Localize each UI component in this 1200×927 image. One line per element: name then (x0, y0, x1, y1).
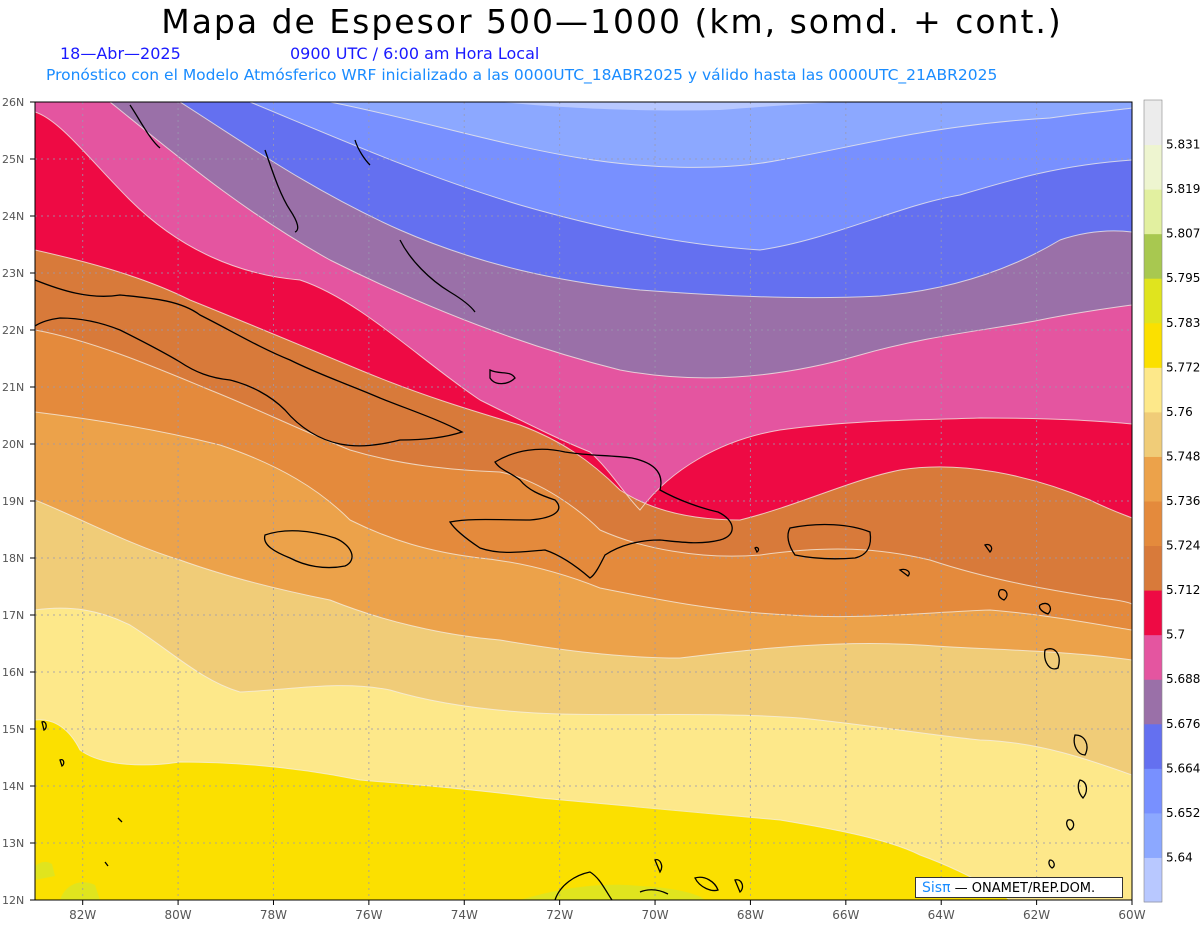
lat-label: 14N (2, 780, 24, 793)
contour-lines (35, 102, 1132, 900)
lat-label: 17N (2, 609, 24, 622)
colorbar-swatch (1144, 501, 1162, 547)
lon-label: 72W (546, 908, 573, 922)
colorbar-label: 5.736 (1166, 494, 1200, 508)
valid-time: 0900 UTC / 6:00 am Hora Local (290, 44, 540, 63)
colorbar-label: 5.783 (1166, 316, 1200, 330)
colorbar-swatch (1144, 634, 1162, 680)
colorbar-frame (1143, 99, 1163, 903)
lon-label: 78W (260, 908, 287, 922)
colorbar-label: 5.795 (1166, 271, 1200, 285)
colorbar-label: 5.819 (1166, 182, 1200, 196)
lon-label: 60W (1118, 908, 1145, 922)
lat-label: 13N (2, 837, 24, 850)
colorbar-swatch (1144, 456, 1162, 502)
lon-label: 62W (1023, 908, 1050, 922)
lat-label: 20N (2, 438, 24, 451)
colorbar-swatch (1144, 679, 1162, 725)
colorbar-swatch (1144, 545, 1162, 591)
band-5795 (35, 861, 705, 900)
axis-labels: 82W 80W 78W 76W 74W 72W 70W 68W 66W 64W 62W 60W 12N 1… (2, 96, 1146, 922)
colorbar-label: 5.831 (1166, 138, 1200, 152)
colorbar-swatch (1144, 278, 1162, 324)
lon-label: 76W (355, 908, 382, 922)
lat-label: 21N (2, 381, 24, 394)
colorbar-label: 5.676 (1166, 717, 1200, 731)
model-info-subtitle: Pronóstico con el Modelo Atmósferico WRF… (46, 66, 998, 84)
colorbar-label: 5.76 (1166, 405, 1193, 419)
coast-south-america (554, 859, 744, 900)
colorbar-swatch (1144, 857, 1162, 903)
colorbar-swatch (1144, 100, 1162, 146)
coast-bahamas (129, 104, 516, 385)
colorbar-swatch (1144, 723, 1162, 769)
lon-label: 68W (737, 908, 764, 922)
band-5783 (35, 719, 1010, 900)
credit-brand: Sisπ (922, 880, 951, 896)
filled-contours (35, 102, 1132, 900)
colorbar-swatch (1144, 233, 1162, 279)
lon-label: 64W (928, 908, 955, 922)
lat-label: 18N (2, 552, 24, 565)
colorbar-swatch (1144, 812, 1162, 858)
colorbar-label: 5.724 (1166, 539, 1200, 553)
coast-puerto-rico (787, 523, 872, 560)
coast-hispaniola (448, 448, 733, 579)
colorbar-swatch (1144, 189, 1162, 235)
coast-lesser-antilles (997, 589, 1088, 869)
lat-label: 24N (2, 210, 24, 223)
coast-cuba (35, 279, 464, 447)
colorbar-label: 5.772 (1166, 360, 1200, 374)
lat-label: 12N (2, 894, 24, 907)
colorbar: 5.64 5.652 5.664 5.676 5.688 5.7 5.712 5.724 5.7… (1143, 99, 1200, 903)
colorbar-swatch (1144, 590, 1162, 636)
colorbar-label: 5.748 (1166, 449, 1200, 463)
colorbar-label: 5.664 (1166, 761, 1200, 775)
credit-org: — ONAMET/REP.DOM. (954, 881, 1096, 896)
coastlines (35, 104, 1088, 900)
lon-label: 74W (451, 908, 478, 922)
forecast-date: 18—Abr—2025 (60, 44, 181, 63)
coast-jamaica (263, 530, 353, 569)
colorbar-swatch (1144, 411, 1162, 457)
lat-label: 22N (2, 324, 24, 337)
lat-label: 16N (2, 666, 24, 679)
lon-label: 82W (69, 908, 96, 922)
colorbar-label: 5.64 (1166, 850, 1193, 864)
lon-label: 66W (832, 908, 859, 922)
colorbar-label: 5.688 (1166, 672, 1200, 686)
colorbar-label: 5.652 (1166, 806, 1200, 820)
colorbar-swatch (1144, 367, 1162, 413)
lat-label: 26N (2, 96, 24, 109)
lon-label: 70W (641, 908, 668, 922)
coast-small-islands (41, 543, 993, 867)
colorbar-swatch (1144, 322, 1162, 368)
lat-label: 23N (2, 267, 24, 280)
credit-box: Sisπ — ONAMET/REP.DOM. (915, 877, 1123, 898)
lat-label: 19N (2, 495, 24, 508)
lon-label: 80W (165, 908, 192, 922)
colorbar-label: 5.807 (1166, 227, 1200, 241)
colorbar-label: 5.712 (1166, 583, 1200, 597)
lat-label: 25N (2, 153, 24, 166)
colorbar-swatch (1144, 768, 1162, 814)
colorbar-label: 5.7 (1166, 628, 1185, 642)
colorbar-swatch (1144, 144, 1162, 190)
lat-label: 15N (2, 723, 24, 736)
map-title: Mapa de Espesor 500—1000 (km, somd. + co… (161, 2, 1063, 41)
